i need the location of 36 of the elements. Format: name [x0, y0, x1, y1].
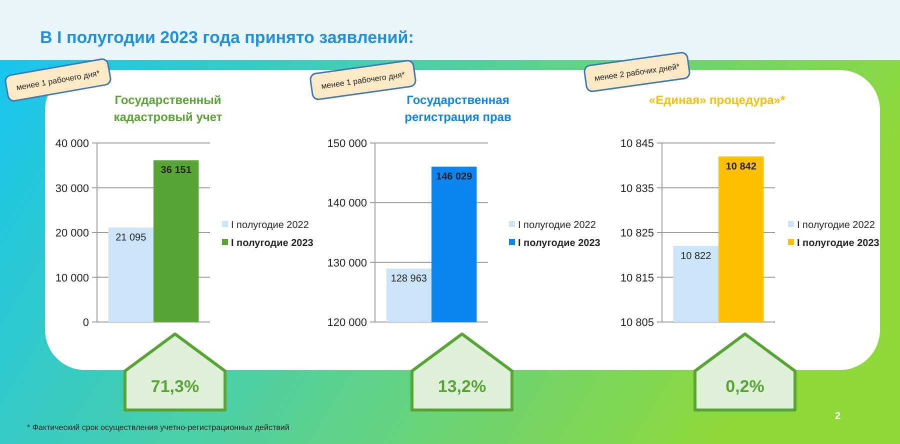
y-tick-label: 30 000 [55, 182, 89, 195]
text: 10 842 [726, 161, 756, 172]
y-tick-label: 40 000 [55, 138, 89, 150]
house-shape: 0,2% [694, 332, 796, 412]
y-tick-label: 140 000 [327, 198, 367, 210]
y-tick-label: 10 825 [620, 228, 654, 240]
legend-label: I полугодие 2022 [797, 220, 876, 231]
y-tick-label: 0 [82, 317, 89, 329]
text: 21 095 [116, 232, 146, 244]
y-tick-label: 120 000 [327, 317, 367, 329]
text: 10 822 [680, 250, 712, 262]
text: 128 963 [390, 274, 427, 285]
y-tick-label: 130 000 [327, 257, 367, 270]
legend-label: I полугодие 2022 [518, 220, 596, 231]
house-shape: 13,2% [410, 332, 514, 412]
y-tick-label: 20 000 [55, 228, 89, 240]
note-tag: менее 2 рабочих дней* [582, 51, 692, 93]
text: 146 029 [436, 172, 472, 183]
house-shape: 71,3% [124, 332, 226, 412]
legend-label: I полугодие 2023 [518, 238, 601, 249]
chart-title: Государственный кадастровый учет [114, 93, 222, 124]
y-tick-label: 10 805 [620, 317, 654, 329]
legend-label: I полугодие 2022 [231, 220, 310, 231]
y-tick-label: 10 835 [620, 182, 654, 195]
chart-title: «Единая» процедура»* [648, 93, 786, 107]
y-tick-label: 150 000 [327, 138, 367, 150]
text: В I полугодии 2023 года принято заявлений: [40, 28, 414, 47]
y-tick-label: 10 815 [620, 272, 654, 284]
text: 36 151 [160, 165, 192, 176]
y-tick-label: 10 845 [620, 138, 654, 150]
legend-label: I полугодие 2023 [231, 238, 314, 249]
y-tick-label: 10 000 [55, 272, 89, 284]
legend-label: I полугодие 2023 [797, 238, 880, 249]
note-tag: менее 1 рабочего дня* [4, 57, 112, 103]
text: 2 [835, 411, 841, 422]
text: * Фактический срок осуществления учетно-регистрационных действий [27, 423, 290, 432]
